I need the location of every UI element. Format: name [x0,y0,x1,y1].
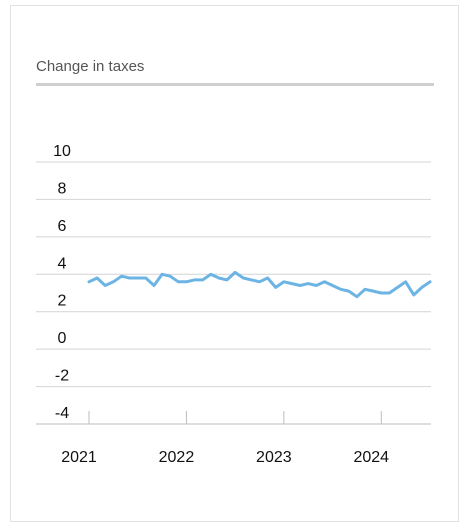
title-rule [36,83,434,86]
x-tick-label: 2022 [159,449,195,466]
x-tick-label: 2021 [61,449,97,466]
y-tick-label: 4 [58,255,67,272]
series-line [87,270,432,299]
chart-title: Change in taxes [36,58,145,75]
y-tick-label: 8 [58,180,67,197]
x-tick-label: 2023 [256,449,292,466]
y-tick-label: 0 [58,330,67,347]
y-tick-label: -2 [55,368,69,385]
y-tick-label: 10 [53,143,71,160]
y-tick-label: 6 [58,218,67,235]
chart-card [10,5,459,522]
y-tick-labels: 10 8 6 4 2 0 -2 -4 [53,143,71,422]
x-tick-label: 2024 [353,449,389,466]
y-tick-label: -4 [55,405,69,422]
series-layer [87,270,432,299]
x-ticks [88,411,382,424]
y-tick-label: 2 [58,293,67,310]
x-tick-labels: 2021 2022 2023 2024 [61,449,389,466]
